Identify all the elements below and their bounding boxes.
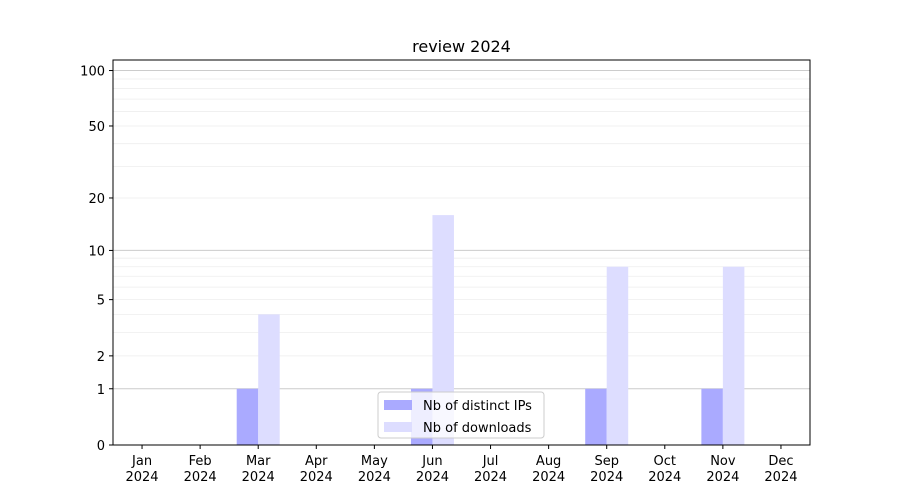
legend-label: Nb of downloads [423, 421, 532, 436]
chart-title: review 2024 [412, 37, 511, 56]
x-tick-label: Jan 2024 [125, 454, 158, 485]
x-tick-label: Sep 2024 [590, 454, 623, 485]
legend-label: Nb of distinct IPs [423, 399, 532, 414]
x-tick-label: Dec 2024 [764, 454, 797, 485]
plot-frame [112, 59, 811, 446]
bar-distinct-ips [585, 388, 607, 445]
y-tick-label: 5 [97, 294, 105, 309]
bar-distinct-ips [236, 388, 259, 445]
bar-downloads [606, 266, 629, 445]
legend-box [377, 391, 545, 439]
y-tick-label: 2 [97, 350, 105, 365]
y-tick-label: 20 [88, 192, 105, 207]
bar-downloads [432, 215, 454, 445]
legend-swatch [384, 422, 412, 432]
x-tick-label: Jun 2024 [416, 454, 449, 485]
x-tick-label: Jul 2024 [474, 454, 507, 485]
bar-downloads [258, 314, 280, 445]
legend-swatch [384, 400, 412, 410]
x-tick-label: Aug 2024 [532, 454, 565, 485]
bar-downloads [722, 266, 745, 445]
bar-distinct-ips [701, 388, 723, 445]
x-tick-label: May 2024 [358, 454, 391, 485]
y-tick-label: 50 [88, 120, 105, 135]
y-tick-label: 0 [97, 439, 105, 454]
x-tick-label: Nov 2024 [706, 454, 739, 485]
x-tick-label: Feb 2024 [184, 454, 217, 485]
y-tick-label: 100 [80, 65, 105, 80]
y-tick-label: 10 [88, 244, 105, 259]
x-tick-label: Mar 2024 [242, 454, 275, 485]
x-tick-label: Oct 2024 [648, 454, 681, 485]
x-tick-label: Apr 2024 [300, 454, 333, 485]
y-tick-label: 1 [97, 383, 105, 398]
